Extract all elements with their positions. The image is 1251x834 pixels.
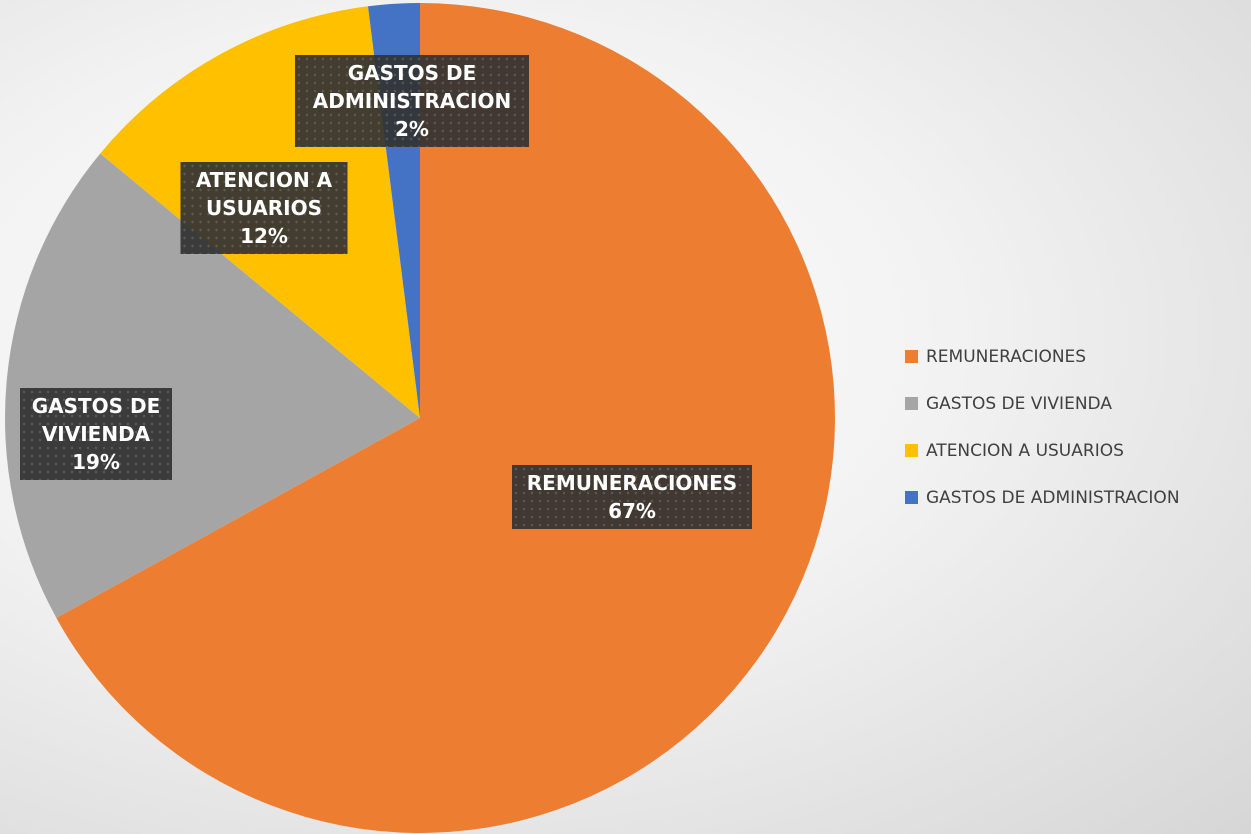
- legend-label: GASTOS DE ADMINISTRACION: [926, 487, 1180, 508]
- legend-item: REMUNERACIONES: [905, 333, 1180, 380]
- data-label-category: ATENCION A USUARIOS: [195, 168, 333, 220]
- pie-slice: [5, 153, 421, 618]
- legend: REMUNERACIONES GASTOS DE VIVIENDA ATENCION…: [905, 333, 1180, 521]
- legend-swatch: [905, 491, 918, 504]
- legend-swatch: [905, 397, 918, 410]
- legend-item: GASTOS DE ADMINISTRACION: [905, 474, 1180, 521]
- data-label-value: 67%: [608, 499, 656, 523]
- data-label-value: 19%: [72, 450, 120, 474]
- legend-label: REMUNERACIONES: [926, 346, 1087, 367]
- data-label: REMUNERACIONES 67%: [512, 465, 752, 529]
- data-label: GASTOS DE ADMINISTRACION 2%: [295, 55, 529, 147]
- legend-item: GASTOS DE VIVIENDA: [905, 380, 1180, 427]
- data-label-value: 12%: [240, 224, 288, 248]
- legend-swatch: [905, 444, 918, 457]
- data-label-category: GASTOS DE ADMINISTRACION: [312, 61, 512, 113]
- data-label-value: 2%: [395, 117, 429, 141]
- legend-label: GASTOS DE VIVIENDA: [926, 393, 1112, 414]
- legend-swatch: [905, 350, 918, 363]
- data-label-category: REMUNERACIONES: [526, 471, 738, 495]
- legend-item: ATENCION A USUARIOS: [905, 427, 1180, 474]
- data-label: ATENCION A USUARIOS 12%: [180, 162, 348, 254]
- pie-slice: [56, 3, 835, 833]
- data-label: GASTOS DE VIVIENDA 19%: [20, 388, 172, 480]
- legend-label: ATENCION A USUARIOS: [926, 440, 1124, 461]
- data-label-category: GASTOS DE VIVIENDA: [31, 394, 161, 446]
